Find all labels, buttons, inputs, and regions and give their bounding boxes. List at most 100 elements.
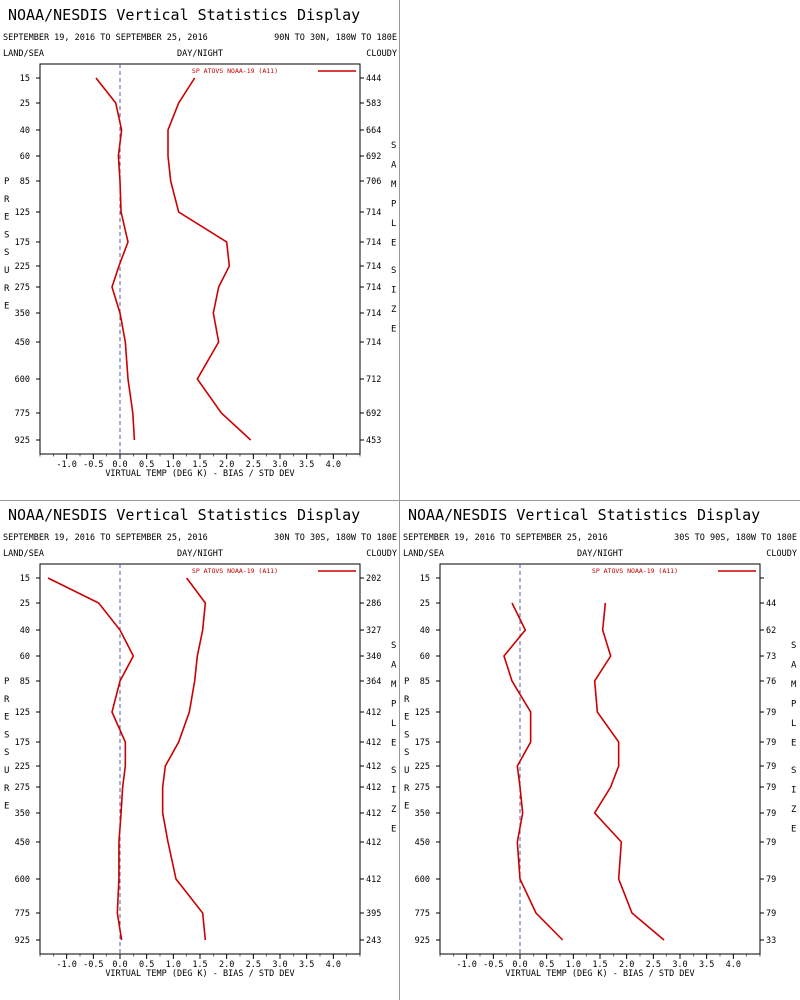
- legend-label: SP ATOVS NOAA-19 (A11): [592, 567, 678, 575]
- plot-frame: [39, 63, 361, 455]
- sample-size-label: 714: [366, 338, 381, 348]
- sample-size-label: 412: [366, 809, 381, 819]
- pressure-level-label: 450: [15, 838, 30, 848]
- x-tick-label: 0.5: [139, 460, 154, 470]
- right-axis-label-letter: S: [391, 766, 396, 776]
- pressure-level-label: 60: [420, 652, 430, 662]
- pressure-level-label: 600: [15, 375, 30, 385]
- day-night-label: DAY/NIGHT: [577, 549, 623, 559]
- right-axis-label-letter: E: [791, 825, 796, 835]
- x-tick-label: 4.0: [726, 960, 741, 970]
- sample-size-label: 202: [366, 574, 381, 584]
- y-axis-label-letter: S: [4, 230, 9, 240]
- sample-size-label: 79: [766, 809, 776, 819]
- y-axis-label-letter: R: [4, 695, 10, 705]
- pressure-level-label: 175: [415, 738, 430, 748]
- page-title: NOAA/NESDIS Vertical Statistics Display: [8, 506, 360, 524]
- x-tick-label: 4.0: [326, 460, 341, 470]
- pressure-level-label: 925: [415, 936, 430, 946]
- sample-size-label: 412: [366, 838, 381, 848]
- pressure-level-label: 450: [415, 838, 430, 848]
- pressure-level-label: 175: [15, 738, 30, 748]
- right-axis-label-letter: Z: [391, 805, 397, 815]
- x-tick-label: 0.0: [112, 960, 127, 970]
- legend-label: SP ATOVS NOAA-19 (A11): [192, 67, 278, 75]
- y-axis-label-letter: R: [404, 695, 410, 705]
- y-axis-label-letter: S: [404, 730, 409, 740]
- x-tick-label: 0.5: [539, 960, 554, 970]
- y-axis-label-letter: U: [4, 766, 9, 776]
- pressure-level-label: 600: [15, 875, 30, 885]
- right-axis-label-letter: M: [791, 680, 797, 690]
- bias-line: [503, 602, 564, 941]
- x-tick-label: 3.0: [272, 960, 287, 970]
- x-tick-label: 1.5: [592, 960, 607, 970]
- right-axis-label-letter: S: [391, 266, 396, 276]
- sample-size-label: 340: [366, 652, 381, 662]
- sample-size-label: 44: [766, 599, 776, 609]
- sample-size-label: 712: [366, 375, 381, 385]
- right-axis-label-letter: Z: [791, 805, 797, 815]
- y-axis-label-letter: E: [4, 302, 9, 312]
- pressure-level-label: 125: [15, 708, 30, 718]
- pressure-level-label: 15: [20, 74, 30, 84]
- y-axis-label-letter: E: [4, 213, 9, 223]
- pressure-level-label: 775: [15, 409, 30, 419]
- std-dev-line: [593, 602, 665, 941]
- x-axis-label: VIRTUAL TEMP (DEG K) - BIAS / STD DEV: [105, 969, 294, 979]
- date-range: SEPTEMBER 19, 2016 TO SEPTEMBER 25, 2016: [403, 533, 608, 543]
- legend-label: SP ATOVS NOAA-19 (A11): [192, 567, 278, 575]
- y-axis-label-letter: P: [4, 677, 10, 687]
- land-sea-label: LAND/SEA: [3, 549, 44, 559]
- pressure-level-label: 15: [420, 574, 430, 584]
- sample-size-label: 714: [366, 238, 381, 248]
- pressure-level-label: 40: [420, 626, 430, 636]
- bias-line: [95, 77, 136, 441]
- pressure-level-label: 600: [415, 875, 430, 885]
- pressure-level-label: 25: [420, 599, 430, 609]
- right-axis-label-letter: S: [791, 641, 796, 651]
- y-axis-label-letter: S: [4, 730, 9, 740]
- pressure-level-label: 350: [15, 309, 30, 319]
- x-tick-label: 0.0: [112, 460, 127, 470]
- right-axis-label-letter: E: [391, 825, 396, 835]
- pressure-level-label: 775: [415, 909, 430, 919]
- region: 30N TO 30S, 180W TO 180E: [274, 533, 397, 543]
- sample-size-label: 706: [366, 177, 381, 187]
- bias-line: [47, 577, 135, 941]
- sample-size-label: 412: [366, 783, 381, 793]
- pressure-level-label: 350: [415, 809, 430, 819]
- pressure-level-label: 25: [20, 599, 30, 609]
- plot-frame: [439, 563, 761, 955]
- y-axis-label-letter: U: [4, 266, 9, 276]
- x-tick-label: 2.5: [646, 960, 661, 970]
- y-axis-label-letter: P: [4, 177, 10, 187]
- right-axis-label-letter: L: [391, 219, 396, 229]
- right-axis-label-letter: A: [391, 661, 397, 671]
- land-sea-label: LAND/SEA: [3, 49, 44, 59]
- day-night-label: DAY/NIGHT: [177, 49, 223, 59]
- x-tick-label: 4.0: [326, 960, 341, 970]
- date-range: SEPTEMBER 19, 2016 TO SEPTEMBER 25, 2016: [3, 33, 208, 43]
- std-dev-line: [161, 577, 207, 941]
- sample-size-label: 583: [366, 99, 381, 109]
- right-axis-label-letter: A: [391, 161, 397, 171]
- sample-size-label: 327: [366, 626, 381, 636]
- sample-size-label: 444: [366, 74, 381, 84]
- right-axis-label-letter: E: [791, 739, 796, 749]
- horizontal-divider: [0, 500, 800, 501]
- x-tick-label: 0.5: [139, 960, 154, 970]
- sample-size-label: 412: [366, 738, 381, 748]
- x-tick-label: 0.0: [512, 960, 527, 970]
- x-tick-label: 2.5: [246, 460, 261, 470]
- right-axis-label-letter: A: [791, 661, 797, 671]
- sample-size-label: 395: [366, 909, 381, 919]
- pressure-level-label: 275: [15, 783, 30, 793]
- pressure-level-label: 925: [15, 936, 30, 946]
- cloudy-label: CLOUDY: [366, 49, 397, 59]
- right-axis-label-letter: L: [791, 719, 796, 729]
- x-tick-label: 1.5: [192, 960, 207, 970]
- sample-size-label: 714: [366, 208, 381, 218]
